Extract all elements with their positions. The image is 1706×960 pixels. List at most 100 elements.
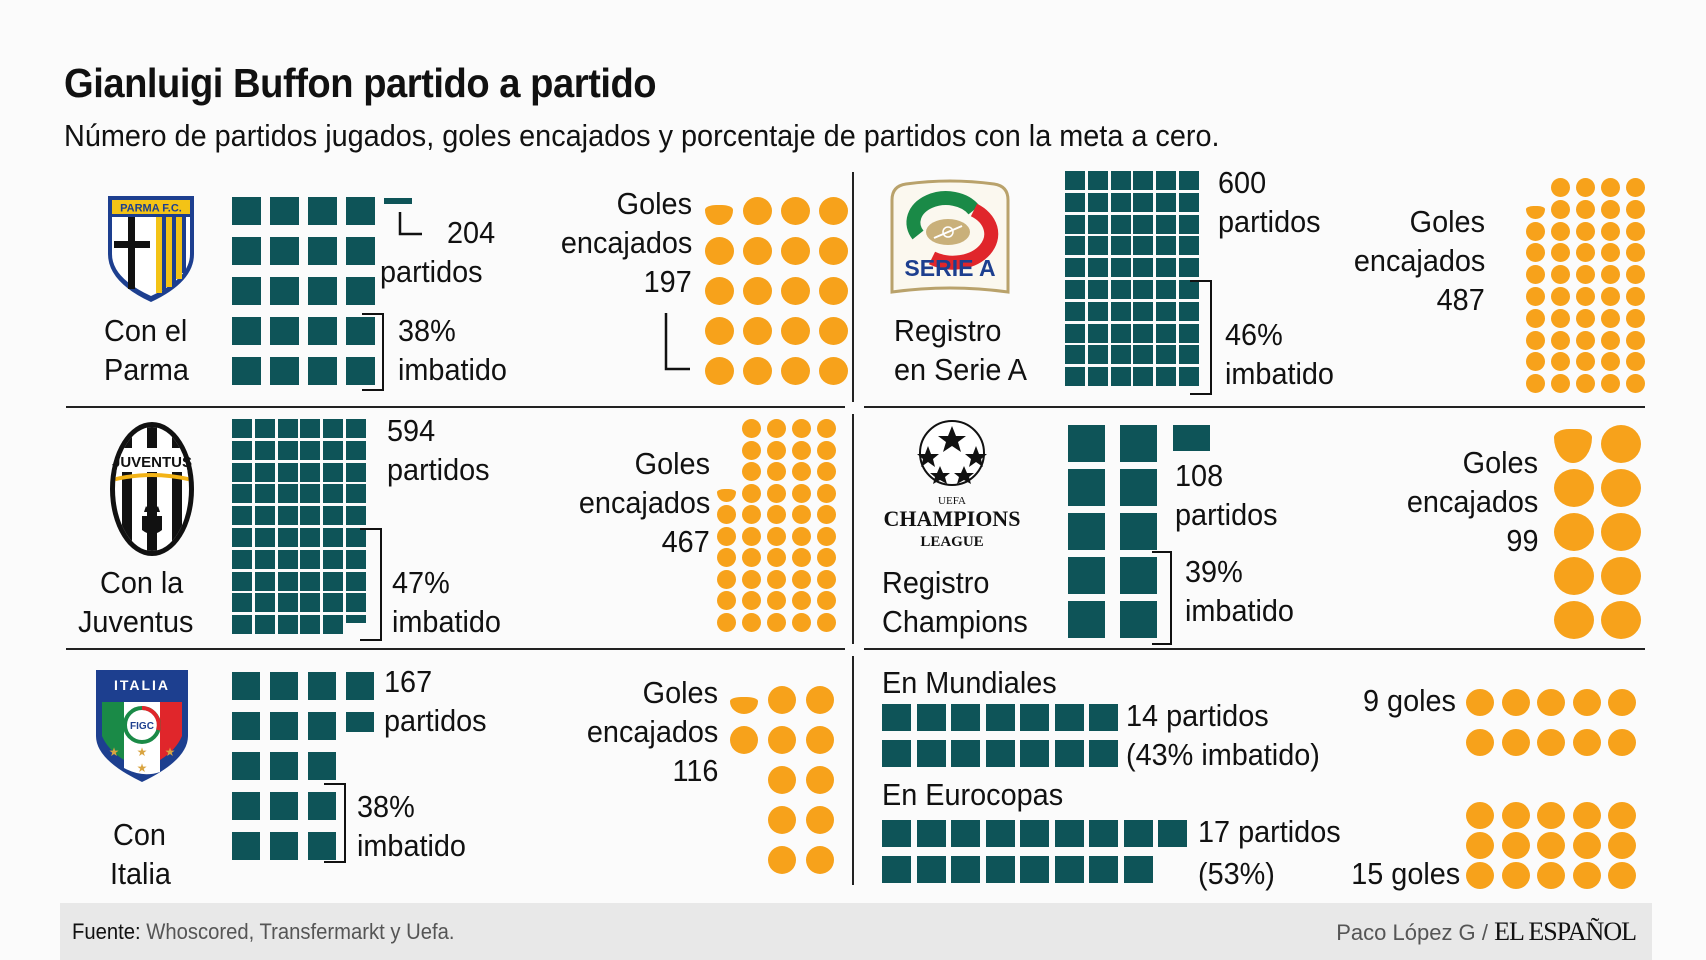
- italia-dot: [806, 726, 834, 754]
- parma-goals-line1: Goles: [616, 186, 692, 221]
- italia-goals-number: 116: [672, 753, 718, 788]
- seriea-square: [1179, 171, 1199, 190]
- parma-square: [346, 317, 375, 345]
- seriea-dot: [1601, 221, 1620, 241]
- parma-dot: [819, 197, 848, 225]
- seriea-square: [1179, 192, 1199, 212]
- svg-text:SERIE A: SERIE A: [904, 255, 995, 281]
- juventus-dot: [742, 612, 761, 632]
- eurocopas-square: [1020, 856, 1049, 883]
- vertical-divider-3: [852, 656, 854, 885]
- seriea-dot: [1626, 287, 1645, 306]
- champions-square: [1068, 557, 1105, 594]
- eurocopas-dot: [1501, 802, 1530, 829]
- seriea-square: [1133, 367, 1154, 387]
- seriea-square: [1179, 367, 1199, 387]
- seriea-square: [1065, 280, 1085, 299]
- footer-source-text: Whoscored, Transfermarkt y Uefa.: [146, 919, 455, 944]
- italia-square: [270, 752, 298, 780]
- seriea-dot: [1526, 374, 1545, 394]
- juventus-dot: [817, 462, 836, 481]
- mundiales-square: [1054, 704, 1084, 731]
- mundiales-dot: [1501, 689, 1530, 716]
- parma-dot: [819, 237, 848, 265]
- seriea-dot: [1551, 330, 1570, 350]
- juventus-square: [323, 615, 344, 635]
- juventus-square: [277, 571, 298, 591]
- seriea-square: [1087, 214, 1108, 234]
- italia-dot: [768, 766, 796, 794]
- eurocopas-dot: [1608, 862, 1636, 889]
- juventus-square: [232, 419, 252, 438]
- italia-dot: [806, 686, 834, 714]
- champions-square: [1068, 513, 1105, 550]
- seriea-square: [1156, 301, 1177, 321]
- juventus-goals-line1: Goles: [634, 446, 710, 481]
- mundiales-goals: 9 goles: [1363, 683, 1456, 718]
- parma-dot: [781, 197, 810, 225]
- juventus-dot: [742, 419, 761, 438]
- parma-square: [308, 357, 337, 385]
- eurocopas-dot: [1537, 862, 1565, 889]
- juventus-square: [346, 506, 366, 526]
- champions-square: [1068, 469, 1105, 506]
- juventus-square: [277, 419, 298, 438]
- seriea-square: [1065, 214, 1085, 234]
- seriea-dot: [1626, 199, 1645, 219]
- juventus-dot: [742, 462, 761, 481]
- mundiales-dot: [1466, 689, 1494, 716]
- parma-matches-number: 204: [447, 215, 496, 250]
- parma-matches-word: partidos: [380, 254, 483, 289]
- juventus-square: [277, 506, 298, 526]
- mundiales-dot: [1537, 689, 1565, 716]
- juventus-clean-sheet-word: imbatido: [392, 604, 501, 639]
- champions-matches-word: partidos: [1175, 497, 1278, 532]
- seriea-dot: [1626, 178, 1645, 197]
- seriea-dot: [1551, 352, 1570, 372]
- juventus-dot: [742, 505, 761, 524]
- svg-text:CHAMPIONS: CHAMPIONS: [884, 506, 1021, 531]
- juventus-square: [300, 593, 321, 613]
- italia-square: [346, 672, 374, 700]
- seriea-square: [1087, 171, 1108, 190]
- champions-dot: [1554, 557, 1594, 595]
- italia-square: [308, 672, 336, 700]
- eurocopas-square: [1020, 820, 1049, 847]
- juventus-dot: [767, 462, 786, 481]
- juventus-square: [254, 484, 275, 504]
- seriea-dot: [1551, 287, 1570, 306]
- row-divider-left-1: [66, 406, 845, 408]
- seriea-dot: [1626, 374, 1645, 394]
- eurocopas-dot: [1572, 832, 1601, 859]
- juventus-square: [346, 571, 366, 591]
- parma-square: [270, 237, 299, 265]
- champions-league-starball-icon: UEFA CHAMPIONS LEAGUE: [884, 420, 1021, 550]
- eurocopas-dot: [1466, 802, 1494, 829]
- mundiales-square: [882, 740, 911, 767]
- juventus-dot: [792, 505, 811, 524]
- juventus-dot: [792, 548, 811, 567]
- juventus-dot: [767, 440, 786, 460]
- mundiales-square: [882, 704, 911, 731]
- champions-dot: [1554, 513, 1594, 551]
- parma-square: [346, 357, 375, 385]
- svg-text:PARMA F.C.: PARMA F.C.: [120, 203, 182, 215]
- italia-dot: [768, 726, 796, 754]
- juventus-dot: [817, 483, 836, 503]
- seriea-square: [1156, 214, 1177, 234]
- parma-dot: [781, 317, 810, 345]
- seriea-square: [1133, 214, 1154, 234]
- juventus-dot: [767, 612, 786, 632]
- row-divider-right-2: [864, 648, 1645, 650]
- juventus-square: [277, 462, 298, 482]
- seriea-dot: [1576, 330, 1595, 350]
- seriea-clean-sheet-word: imbatido: [1225, 356, 1334, 391]
- eurocopas-goals: 15 goles: [1350, 856, 1460, 891]
- parma-square: [270, 197, 299, 225]
- eurocopas-dot: [1537, 802, 1565, 829]
- page-title: Gianluigi Buffon partido a partido: [64, 60, 657, 106]
- seriea-dot: [1551, 374, 1570, 394]
- eurocopas-square: [1054, 856, 1084, 883]
- juventus-square: [346, 593, 366, 613]
- italia-clean-sheet-word: imbatido: [357, 828, 466, 863]
